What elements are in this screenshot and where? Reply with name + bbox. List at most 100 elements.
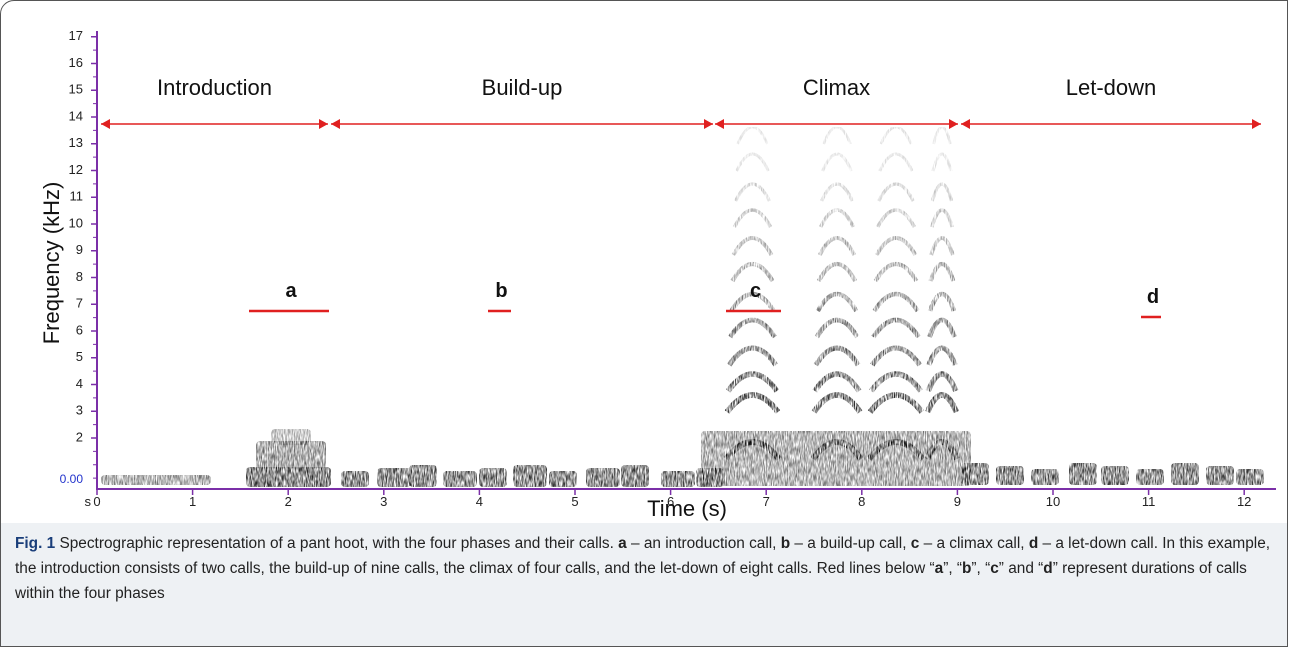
harmonic <box>814 317 860 339</box>
harmonic <box>725 371 780 393</box>
x-tick-label: 4 <box>476 494 483 509</box>
arrow-head <box>704 119 713 129</box>
harmonic <box>879 125 913 145</box>
y-tick-label: 9 <box>76 242 83 257</box>
harmonic <box>813 345 861 367</box>
spectrogram-blob <box>256 441 326 469</box>
harmonic <box>729 291 776 313</box>
harmonic <box>871 317 921 339</box>
x-axis-label: Time (s) <box>647 496 727 521</box>
caption-text: ” and “ <box>998 560 1044 577</box>
x-tick-label: 7 <box>763 494 770 509</box>
caption: Fig. 1 Spectrographic representation of … <box>1 523 1287 646</box>
caption-text: – a build-up call, <box>790 535 911 552</box>
y-tick-label: 8 <box>76 269 83 284</box>
y-axis-label: Frequency (kHz) <box>39 182 64 345</box>
harmonic <box>873 262 919 283</box>
spectrogram-blob <box>443 471 477 487</box>
phase-arrows <box>101 119 1261 129</box>
harmonic <box>926 345 958 366</box>
harmonic <box>878 152 914 172</box>
harmonic <box>876 208 916 228</box>
caption-text: – an introduction call, <box>626 535 781 552</box>
harmonic <box>819 208 855 228</box>
spectrogram-blob <box>586 468 620 487</box>
spectrogram-blob <box>1206 466 1234 485</box>
phase-label: Introduction <box>157 75 272 100</box>
harmonic <box>927 317 957 338</box>
harmonic <box>812 371 862 393</box>
x-tick-label: 6 <box>667 494 674 509</box>
y-tick-label: 3 <box>76 403 83 418</box>
harmonic <box>866 439 926 461</box>
x-tick-label: 11 <box>1142 494 1156 509</box>
x-origin-prefix: s <box>85 494 92 509</box>
y-tick-label: 13 <box>69 135 83 150</box>
y-tick-label: 16 <box>69 55 83 70</box>
harmonic <box>730 262 775 283</box>
harmonic <box>925 371 959 393</box>
call-label: c <box>750 280 761 302</box>
harmonic <box>924 392 960 414</box>
arrow-head <box>961 119 970 129</box>
harmonic <box>816 261 858 283</box>
call-label: b <box>495 280 507 302</box>
harmonic <box>930 208 954 228</box>
spectrogram-blob <box>479 468 507 487</box>
caption-text: – a climax call, <box>919 535 1029 552</box>
call-label: a <box>285 280 297 302</box>
harmonic <box>727 345 778 367</box>
y-tick-label: 11 <box>70 189 84 204</box>
arrow-head <box>1252 119 1261 129</box>
x-tick-label: 0 <box>93 494 100 509</box>
spectrogram-blob <box>513 465 547 487</box>
spectrogram-blob <box>377 468 411 487</box>
arrow-head <box>319 119 328 129</box>
harmonic <box>928 261 956 282</box>
y-tick-label: 10 <box>69 215 83 230</box>
y-tick-label: 4 <box>76 376 83 391</box>
harmonic <box>732 208 773 228</box>
caption-text: ”, “ <box>971 560 991 577</box>
spectrogram-blob <box>549 471 577 487</box>
x-tick-label: 2 <box>285 494 292 509</box>
harmonic <box>723 439 782 461</box>
y-tick-label: 7 <box>76 296 83 311</box>
harmonic <box>728 317 777 339</box>
harmonic <box>868 371 924 393</box>
harmonic <box>724 392 781 414</box>
harmonic <box>811 392 863 414</box>
y-tick-label: 17 <box>69 28 83 43</box>
harmonic <box>927 291 957 312</box>
spectrogram-blob <box>409 465 437 487</box>
arrow-head <box>101 119 110 129</box>
spectrogram-blob <box>341 471 369 487</box>
spectrogram-blob <box>101 475 211 485</box>
harmonic <box>736 125 769 145</box>
spectrogram-blob <box>246 467 331 487</box>
harmonic <box>810 439 864 461</box>
harmonic <box>924 439 960 461</box>
y-tick-label: 2 <box>76 429 83 444</box>
y-tick-label: 12 <box>69 162 83 177</box>
arrow-head <box>949 119 958 129</box>
harmonic <box>867 392 925 414</box>
harmonic <box>877 182 915 202</box>
spectrogram-blob <box>1136 469 1164 485</box>
harmonic <box>817 236 857 256</box>
harmonic <box>731 236 774 256</box>
caption-bold: d <box>1028 535 1039 552</box>
spectrogram-blob <box>621 465 649 487</box>
spectrogram-blob <box>1101 466 1129 485</box>
spectrogram <box>101 125 1264 487</box>
y-tick-label: 5 <box>76 349 83 364</box>
harmonic <box>822 125 852 145</box>
spectrogram-blob <box>1069 463 1097 485</box>
arrow-head <box>715 119 724 129</box>
harmonic <box>821 152 853 172</box>
spectrogram-blob <box>1031 469 1059 485</box>
y-tick-label: 6 <box>76 322 83 337</box>
caption-text: – a let-down call. In this example, the … <box>15 535 1271 577</box>
